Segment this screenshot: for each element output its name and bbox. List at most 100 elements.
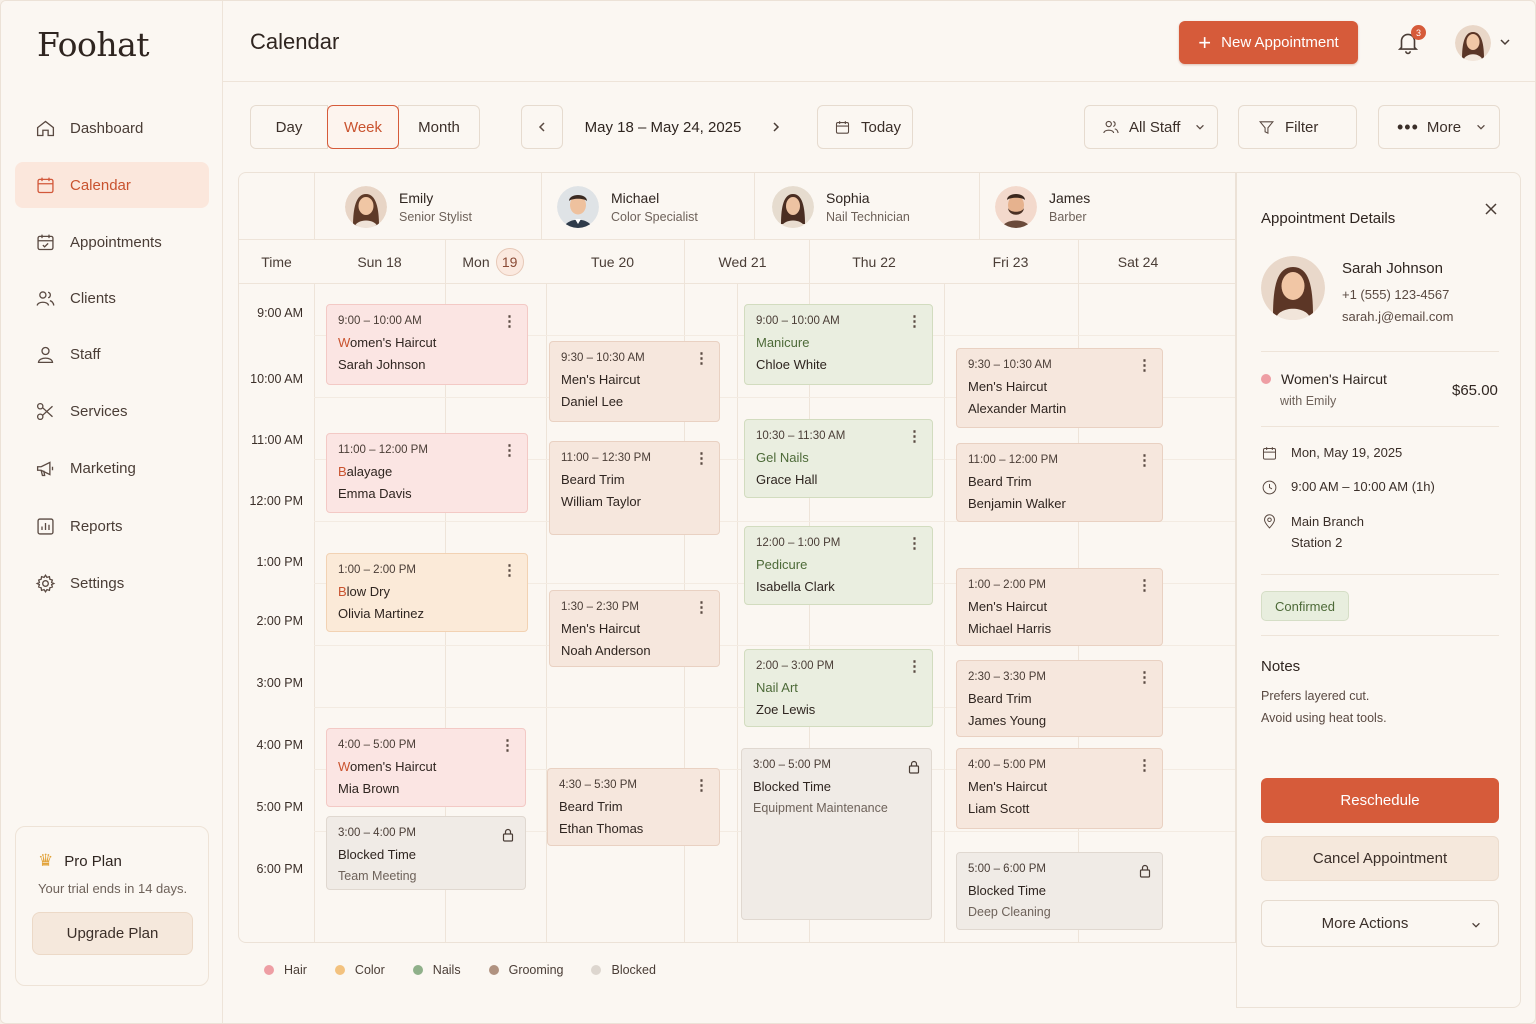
appointment-card[interactable]: 11:00 – 12:30 PM Beard Trim William Tayl… — [549, 441, 720, 535]
appointment-time: 4:30 – 5:30 PM — [559, 779, 637, 791]
kebab-menu-icon[interactable]: ⋮ — [907, 658, 922, 675]
blocked-time-card[interactable]: 3:00 – 5:00 PM Blocked Time Equipment Ma… — [741, 748, 932, 920]
appointment-card[interactable]: 1:00 – 2:00 PM Blow Dry Olivia Martinez … — [326, 553, 528, 632]
kebab-menu-icon[interactable]: ⋮ — [907, 313, 922, 330]
day-header-wed[interactable]: Wed 21 — [718, 254, 767, 270]
close-icon[interactable] — [1483, 201, 1499, 217]
day-header-tue[interactable]: Tue 20 — [590, 254, 635, 270]
staff-column-james[interactable]: James Barber — [979, 173, 1235, 240]
appointment-card[interactable]: 1:00 – 2:00 PM Men's Haircut Michael Har… — [956, 568, 1163, 646]
appointment-card[interactable]: 9:00 – 10:00 AM Manicure Chloe White ⋮ — [744, 304, 933, 385]
logo[interactable]: Foohat — [37, 25, 150, 64]
kebab-menu-icon[interactable]: ⋮ — [694, 777, 709, 794]
upgrade-plan-button[interactable]: Upgrade Plan — [32, 912, 193, 955]
legend-dot — [264, 965, 274, 975]
kebab-menu-icon[interactable]: ⋮ — [694, 350, 709, 367]
view-month-tab[interactable]: Month — [398, 105, 480, 149]
appointment-card[interactable]: 2:00 – 3:00 PM Nail Art Zoe Lewis ⋮ — [744, 649, 933, 727]
day-header-sun[interactable]: Sun 18 — [357, 254, 402, 270]
ellipsis-icon: ••• — [1397, 117, 1419, 137]
kebab-menu-icon[interactable]: ⋮ — [1137, 669, 1152, 686]
sidebar-item-label: Reports — [70, 517, 123, 535]
sidebar-item-calendar[interactable]: Calendar — [15, 162, 209, 208]
more-actions-dropdown[interactable]: More Actions — [1261, 900, 1499, 947]
appointment-card[interactable]: 11:00 – 12:00 PM Balayage Emma Davis ⋮ — [326, 433, 528, 513]
appointment-client: Alexander Martin — [968, 401, 1067, 416]
appointment-card[interactable]: 4:00 – 5:00 PM Men's Haircut Liam Scott … — [956, 748, 1163, 829]
sidebar-item-services[interactable]: Services — [15, 388, 209, 434]
staff-name: Sophia — [826, 189, 870, 206]
staff-info: James Barber — [1049, 190, 1090, 224]
filter-button[interactable]: Filter — [1238, 105, 1357, 149]
appointment-card[interactable]: 2:30 – 3:30 PM Beard Trim James Young ⋮ — [956, 660, 1163, 737]
prev-week-button[interactable] — [521, 105, 563, 149]
kebab-menu-icon[interactable]: ⋮ — [907, 428, 922, 445]
appointment-card[interactable]: 9:30 – 10:30 AM Men's Haircut Daniel Lee… — [549, 341, 720, 422]
staff-filter-dropdown[interactable]: All Staff — [1084, 105, 1218, 149]
view-week-tab[interactable]: Week — [327, 105, 399, 149]
view-day-tab[interactable]: Day — [250, 105, 328, 149]
appointment-time: 11:00 – 12:30 PM — [561, 452, 651, 464]
day-header-sat[interactable]: Sat 24 — [1117, 254, 1159, 270]
chevron-down-icon[interactable] — [1498, 35, 1512, 49]
staff-info: Emily Senior Stylist — [399, 190, 472, 224]
kebab-menu-icon[interactable]: ⋮ — [500, 737, 515, 754]
cancel-appointment-button[interactable]: Cancel Appointment — [1261, 836, 1499, 881]
kebab-menu-icon[interactable]: ⋮ — [502, 562, 517, 579]
appointment-client: Grace Hall — [756, 472, 818, 487]
sidebar-item-dashboard[interactable]: Dashboard — [15, 105, 209, 151]
appointment-card[interactable]: 1:30 – 2:30 PM Men's Haircut Noah Anders… — [549, 590, 720, 667]
appointment-card[interactable]: 11:00 – 12:00 PM Beard Trim Benjamin Wal… — [956, 443, 1163, 522]
kebab-menu-icon[interactable]: ⋮ — [907, 535, 922, 552]
staff-column-michael[interactable]: Michael Color Specialist — [541, 173, 754, 240]
appointment-card[interactable]: 4:30 – 5:30 PM Beard Trim Ethan Thomas ⋮ — [547, 768, 720, 846]
users-icon — [36, 290, 55, 306]
appointment-client: William Taylor — [561, 494, 641, 509]
next-week-button[interactable] — [763, 105, 789, 149]
date-range-label: May 18 – May 24, 2025 — [584, 118, 742, 136]
sidebar-item-reports[interactable]: Reports — [15, 503, 209, 549]
kebab-menu-icon[interactable]: ⋮ — [1137, 452, 1152, 469]
appointment-card[interactable]: 9:00 – 10:00 AM Women's Haircut Sarah Jo… — [326, 304, 528, 385]
sidebar-item-label: Settings — [70, 574, 125, 592]
appointment-client: Isabella Clark — [756, 579, 835, 594]
sidebar-item-staff[interactable]: Staff — [15, 331, 209, 377]
sidebar-item-clients[interactable]: Clients — [15, 275, 209, 321]
sidebar-item-marketing[interactable]: Marketing — [15, 445, 209, 491]
client-phone[interactable]: +1 (555) 123-4567 — [1342, 287, 1450, 302]
new-appointment-button[interactable]: + New Appointment — [1179, 21, 1358, 64]
kebab-menu-icon[interactable]: ⋮ — [502, 313, 517, 330]
more-dropdown[interactable]: ••• More — [1378, 105, 1500, 149]
appointment-card[interactable]: 12:00 – 1:00 PM Pedicure Isabella Clark … — [744, 526, 933, 605]
kebab-menu-icon[interactable]: ⋮ — [694, 450, 709, 467]
staff-column-sophia[interactable]: Sophia Nail Technician — [754, 173, 979, 240]
client-email[interactable]: sarah.j@email.com — [1342, 309, 1454, 324]
day-header-fri[interactable]: Fri 23 — [992, 254, 1029, 270]
staff-column-emily[interactable]: Emily Senior Stylist — [314, 173, 541, 240]
sidebar-item-appointments[interactable]: Appointments — [15, 219, 209, 265]
appointment-time: 3:00 – 4:00 PM — [338, 827, 416, 839]
appointment-card[interactable]: 10:30 – 11:30 AM Gel Nails Grace Hall ⋮ — [744, 419, 933, 498]
kebab-menu-icon[interactable]: ⋮ — [502, 442, 517, 459]
appointment-time: 9:00 AM – 10:00 AM (1h) — [1291, 479, 1435, 494]
bell-icon[interactable] — [1395, 29, 1421, 55]
filter-icon — [1258, 120, 1275, 134]
kebab-menu-icon[interactable]: ⋮ — [694, 599, 709, 616]
kebab-menu-icon[interactable]: ⋮ — [1137, 757, 1152, 774]
legend-item: Hair — [264, 963, 307, 977]
staff-filter-label: All Staff — [1129, 118, 1181, 136]
clock-icon — [1262, 480, 1277, 495]
reschedule-button[interactable]: Reschedule — [1261, 778, 1499, 823]
blocked-time-card[interactable]: 3:00 – 4:00 PM Blocked Time Team Meeting — [326, 816, 526, 890]
today-button[interactable]: Today — [817, 105, 913, 149]
blocked-time-card[interactable]: 5:00 – 6:00 PM Blocked Time Deep Cleanin… — [956, 852, 1163, 930]
day-header-thu[interactable]: Thu 22 — [852, 254, 896, 270]
appointment-card[interactable]: 9:30 – 10:30 AM Men's Haircut Alexander … — [956, 348, 1163, 428]
sidebar-item-settings[interactable]: Settings — [15, 560, 209, 606]
kebab-menu-icon[interactable]: ⋮ — [1137, 577, 1152, 594]
staff-name: Michael — [611, 189, 660, 206]
user-avatar[interactable] — [1455, 25, 1491, 61]
day-header-mon[interactable]: Mon 19 — [445, 240, 541, 284]
kebab-menu-icon[interactable]: ⋮ — [1137, 357, 1152, 374]
appointment-card[interactable]: 4:00 – 5:00 PM Women's Haircut Mia Brown… — [326, 728, 526, 807]
